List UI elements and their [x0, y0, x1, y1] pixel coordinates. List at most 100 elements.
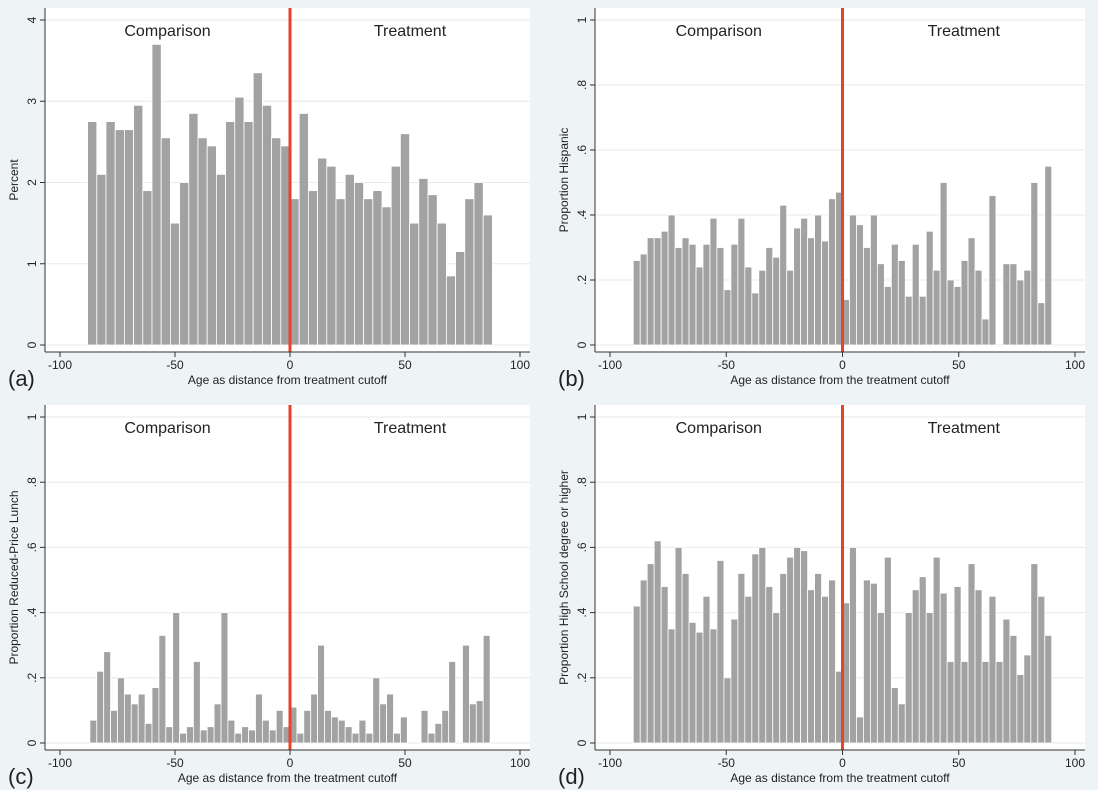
bar [946, 661, 955, 744]
bar [475, 700, 484, 744]
bar [409, 222, 420, 346]
bar [681, 237, 690, 346]
y-tick-label: 1 [575, 413, 589, 420]
bar [946, 279, 955, 346]
x-tick-label: 100 [510, 756, 530, 770]
bar [870, 214, 878, 346]
bar [674, 247, 683, 346]
bar [828, 198, 836, 346]
bar [89, 719, 98, 744]
bar [1030, 182, 1039, 346]
bar [807, 237, 815, 346]
bar [363, 198, 374, 346]
x-axis-title: Age as distance from the treatment cutof… [730, 373, 950, 387]
bar [814, 214, 822, 346]
bar [688, 243, 697, 346]
y-tick-label: .8 [575, 477, 589, 487]
bar [709, 628, 718, 744]
bar [445, 275, 456, 346]
bar [188, 113, 199, 346]
bar [298, 113, 309, 346]
bar [133, 104, 144, 346]
bar [441, 710, 450, 744]
bar [234, 96, 245, 346]
bar [883, 556, 892, 744]
bar [744, 266, 753, 346]
bar [953, 586, 962, 744]
x-axis-title: Age as distance from the treatment cutof… [730, 771, 950, 785]
y-tick-label: .2 [575, 275, 589, 285]
bar [667, 628, 676, 744]
bar [124, 693, 132, 744]
y-tick-label: .8 [25, 477, 39, 487]
bar [448, 661, 457, 744]
bar [151, 43, 162, 346]
y-tick-label: 2 [25, 179, 39, 186]
bar [1016, 674, 1025, 744]
bar [344, 173, 355, 346]
annotation: Comparison [124, 420, 210, 437]
bar [911, 589, 920, 744]
bar [786, 556, 795, 744]
bar [158, 635, 167, 744]
bar [702, 243, 711, 346]
bar [702, 595, 711, 744]
x-tick-label: 50 [398, 358, 412, 372]
bar [436, 222, 447, 346]
bar [358, 719, 367, 744]
bar [1023, 654, 1032, 744]
bar [646, 563, 655, 744]
bar [849, 214, 857, 346]
bar [418, 178, 429, 346]
bar [988, 195, 997, 346]
bar [326, 165, 337, 346]
bar [646, 237, 655, 346]
bar [897, 703, 906, 744]
bar [96, 173, 107, 346]
x-tick-label: -50 [718, 358, 736, 372]
y-tick-label: 1 [25, 260, 39, 267]
bar [674, 547, 683, 744]
y-tick-label: 0 [575, 341, 589, 348]
annotation: Treatment [374, 23, 447, 40]
bar [1044, 635, 1053, 744]
bar [876, 612, 885, 744]
bar [110, 710, 118, 744]
bar [925, 230, 934, 346]
bar [353, 182, 364, 346]
bar [911, 243, 920, 346]
bar [883, 286, 892, 346]
x-tick-label: 50 [398, 756, 412, 770]
bar [137, 693, 146, 744]
bar [103, 651, 111, 744]
y-tick-label: 0 [575, 739, 589, 746]
bar [255, 693, 263, 744]
bar [974, 589, 983, 744]
bar [179, 182, 190, 346]
bar [988, 595, 997, 744]
y-tick-label: 1 [25, 413, 39, 420]
bar [372, 677, 381, 744]
bar [172, 612, 180, 744]
x-tick-label: 100 [510, 358, 530, 372]
bar [482, 635, 491, 744]
bar [786, 269, 795, 346]
bar [695, 631, 704, 744]
bar [890, 687, 899, 744]
bar [765, 247, 774, 346]
bar [765, 586, 774, 744]
bar [213, 703, 222, 744]
bar [856, 224, 864, 346]
bar [275, 710, 284, 744]
bar [681, 573, 690, 744]
y-tick-label: 4 [25, 16, 39, 23]
bar [393, 732, 401, 744]
y-tick-label: .2 [575, 672, 589, 682]
bar [695, 266, 704, 346]
bar [365, 732, 374, 744]
bar [169, 222, 180, 346]
bar [918, 576, 927, 744]
y-tick-label: 0 [25, 739, 39, 746]
bar [1037, 595, 1046, 744]
